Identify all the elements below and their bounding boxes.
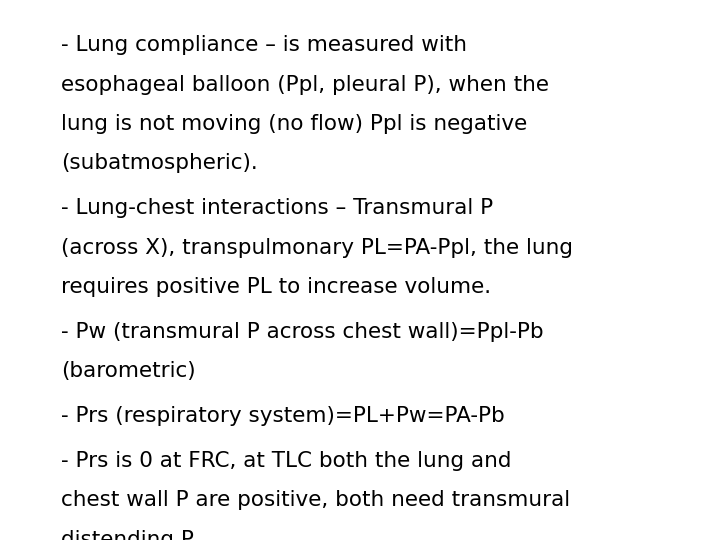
Text: - Prs (respiratory system)=PL+Pw=PA-Pb: - Prs (respiratory system)=PL+Pw=PA-Pb (61, 406, 505, 426)
Text: - Pw (transmural P across chest wall)=Ppl-Pb: - Pw (transmural P across chest wall)=Pp… (61, 322, 544, 342)
Text: esophageal balloon (Ppl, pleural P), when the: esophageal balloon (Ppl, pleural P), whe… (61, 75, 549, 94)
Text: lung is not moving (no flow) Ppl is negative: lung is not moving (no flow) Ppl is nega… (61, 114, 528, 134)
Text: (across X), transpulmonary PL=PA-Ppl, the lung: (across X), transpulmonary PL=PA-Ppl, th… (61, 238, 573, 258)
Text: chest wall P are positive, both need transmural: chest wall P are positive, both need tra… (61, 490, 570, 510)
Text: (barometric): (barometric) (61, 361, 196, 381)
Text: (subatmospheric).: (subatmospheric). (61, 153, 258, 173)
Text: requires positive PL to increase volume.: requires positive PL to increase volume. (61, 277, 491, 297)
Text: distending P.: distending P. (61, 530, 197, 540)
Text: - Lung-chest interactions – Transmural P: - Lung-chest interactions – Transmural P (61, 198, 493, 218)
Text: - Lung compliance – is measured with: - Lung compliance – is measured with (61, 35, 467, 55)
Text: - Prs is 0 at FRC, at TLC both the lung and: - Prs is 0 at FRC, at TLC both the lung … (61, 451, 512, 471)
